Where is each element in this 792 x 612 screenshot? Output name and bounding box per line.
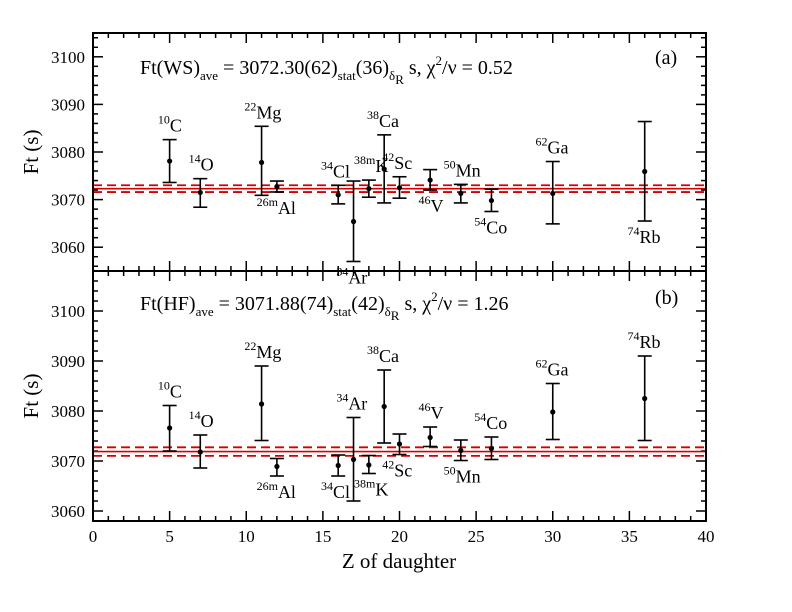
- nuclide-label-50mn: 50Mn: [444, 157, 481, 180]
- y-tick-label: 3060: [51, 238, 85, 257]
- nuclide-label-10c: 10C: [158, 379, 182, 402]
- nuclide-label-26mal: 26mAl: [257, 195, 296, 218]
- x-tick-label: 5: [165, 527, 174, 546]
- nuclide-label-54co: 54Co: [474, 215, 507, 238]
- nuclide-label-34ar: 34Ar: [336, 391, 367, 414]
- x-axis-title: Z of daughter: [342, 549, 456, 573]
- x-tick-label: 40: [698, 527, 715, 546]
- nuclide-label-74rb: 74Rb: [628, 329, 661, 352]
- data-point-cl: [335, 192, 341, 198]
- data-point-c: [167, 158, 173, 164]
- x-tick-label: 0: [89, 527, 98, 546]
- y-axis-title: Ft (s): [19, 130, 43, 175]
- data-point-co: [488, 197, 495, 204]
- data-point-ar: [350, 218, 357, 225]
- nuclide-label-38mk: 38mK: [354, 477, 388, 500]
- data-point-k: [366, 462, 372, 468]
- nuclide-label-50mn: 50Mn: [444, 464, 481, 487]
- data-point-v: [427, 434, 433, 441]
- nuclide-label-42sc: 42Sc: [382, 458, 412, 481]
- y-tick-label: 3080: [51, 402, 85, 421]
- data-point-sc: [396, 441, 403, 447]
- data-point-rb: [642, 168, 648, 175]
- data-point-mn: [458, 190, 464, 197]
- data-point-mn: [458, 447, 464, 454]
- nuclide-label-74rb: 74Rb: [628, 224, 661, 247]
- plot-frame: [92, 270, 707, 522]
- nuclide-label-34cl: 34Cl: [321, 158, 350, 181]
- y-tick-label: 3060: [51, 502, 85, 521]
- panel-a: 3060 3070 3080 3090 3100 10C 14O 22Mg 26mAl 34Cl 3…: [19, 32, 707, 287]
- nuclide-label-22mg: 22Mg: [244, 99, 281, 122]
- y-axis-title: Ft (s): [19, 374, 43, 419]
- y-tick-label: 3080: [51, 143, 85, 162]
- nuclide-label-34ar: 34Ar: [336, 264, 367, 287]
- data-point-v: [427, 177, 433, 183]
- nuclide-label-38ca: 38Ca: [367, 343, 399, 366]
- data-point-sc: [396, 185, 403, 191]
- data-point-al: [274, 463, 280, 470]
- nuclide-label-54co: 54Co: [474, 410, 507, 433]
- average-formula: Ft(HF)ave = 3071.88(74)stat(42)δR s, χ2/…: [140, 289, 509, 323]
- nuclide-label-22mg: 22Mg: [244, 339, 281, 362]
- data-point-ga: [550, 409, 556, 415]
- data-point-o: [197, 189, 203, 196]
- data-point-c: [167, 425, 173, 431]
- average-formula: Ft(WS)ave = 3072.30(62)stat(36)δR s, χ2/…: [140, 53, 513, 87]
- data-point-k: [366, 186, 372, 192]
- data-point-co: [488, 445, 495, 452]
- data-point-mg: [258, 401, 265, 407]
- nuclide-label-14o: 14O: [189, 408, 214, 431]
- nuclide-label-26mal: 26mAl: [257, 479, 296, 502]
- x-tick-label: 15: [314, 527, 331, 546]
- y-tick-label: 3070: [51, 452, 85, 471]
- data-point-al: [274, 184, 280, 190]
- x-tick-label: 25: [468, 527, 485, 546]
- data-point-rb: [642, 395, 648, 402]
- data-point-ga: [550, 190, 556, 197]
- data-point-mg: [258, 159, 265, 166]
- nuclide-label-14o: 14O: [189, 152, 214, 175]
- nuclide-label-46v: 46V: [418, 400, 443, 423]
- nuclide-label-42sc: 42Sc: [382, 150, 412, 173]
- panel-tag: (a): [655, 47, 677, 69]
- data-point-cl: [335, 462, 341, 469]
- y-tick-label: 3090: [51, 352, 85, 371]
- y-tick-label: 3090: [51, 95, 85, 114]
- panel-tag: (b): [655, 287, 678, 309]
- nuclide-label-10c: 10C: [158, 113, 182, 136]
- data-point-ar: [350, 456, 357, 463]
- y-tick-label: 3070: [51, 191, 85, 210]
- nuclide-label-62ga: 62Ga: [536, 135, 569, 158]
- x-tick-label: 20: [391, 527, 408, 546]
- x-tick-label: 30: [544, 527, 561, 546]
- y-tick-label: 3100: [51, 302, 85, 321]
- data-point-o: [197, 449, 203, 455]
- nuclide-label-34cl: 34Cl: [321, 479, 350, 502]
- y-tick-label: 3100: [51, 48, 85, 67]
- data-point-ca: [381, 166, 387, 172]
- panel-b: 3060 3070 3080 3090 3100 0 5 10 15 20 25 30 35 40 10C 1…: [19, 270, 715, 546]
- data-point-ca: [381, 403, 387, 410]
- nuclide-label-46v: 46V: [418, 193, 443, 216]
- x-tick-label: 35: [621, 527, 638, 546]
- nuclide-label-38ca: 38Ca: [367, 108, 399, 131]
- x-tick-label: 10: [238, 527, 255, 546]
- nuclide-label-62ga: 62Ga: [536, 357, 569, 380]
